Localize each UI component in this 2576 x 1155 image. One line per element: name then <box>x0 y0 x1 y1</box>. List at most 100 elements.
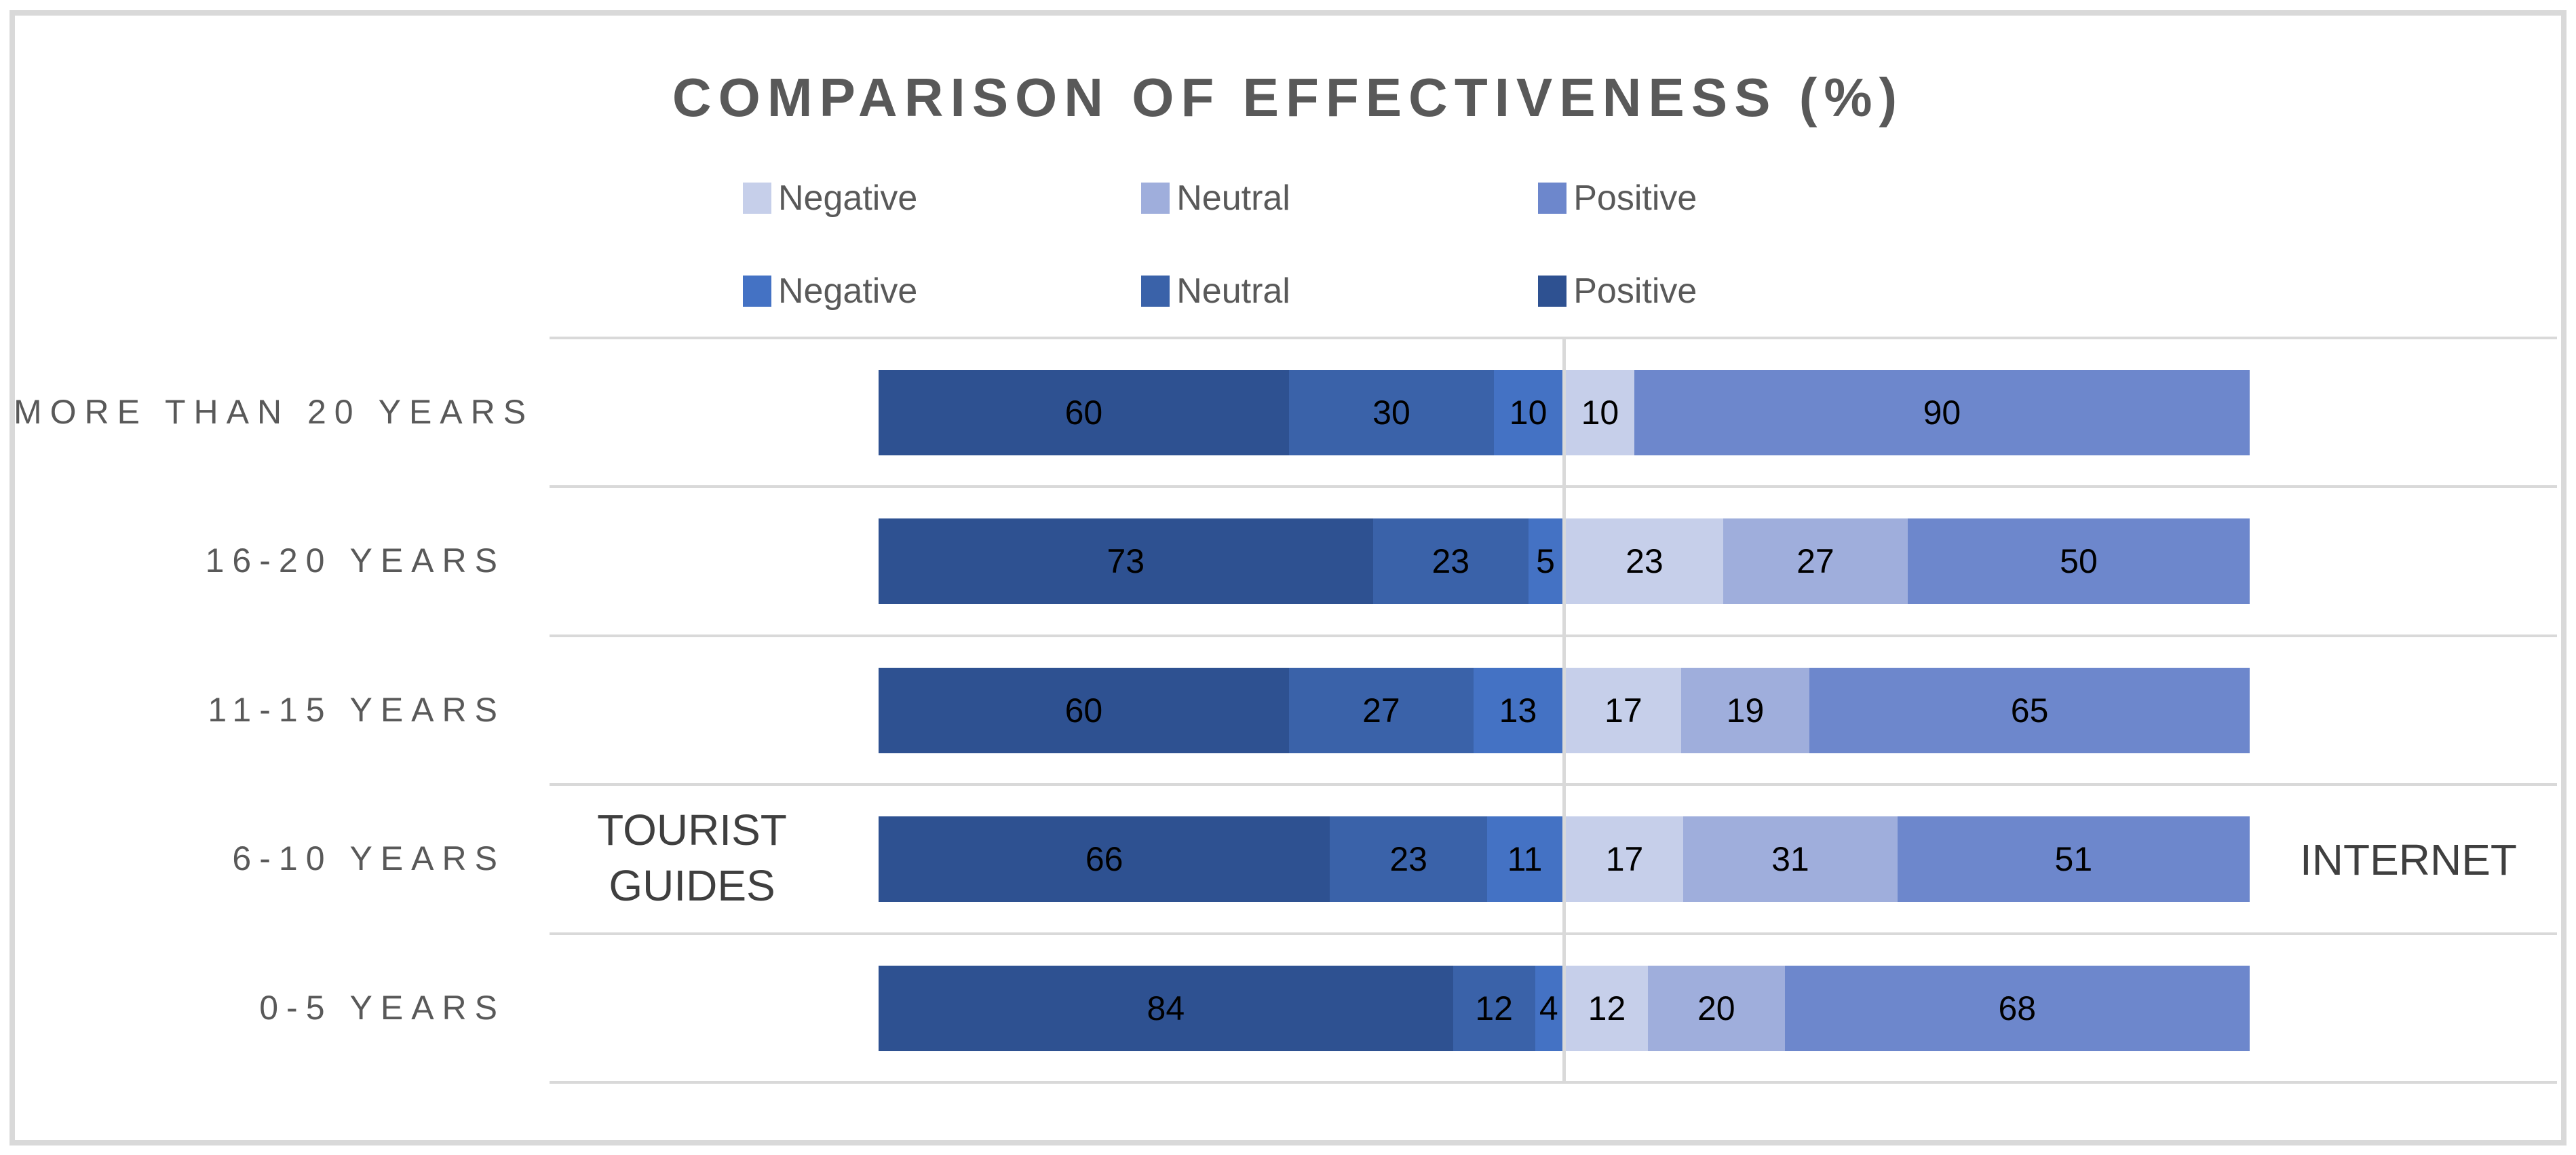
legend-item: Positive <box>1538 178 1711 219</box>
bar-segment-internet: 19 <box>1680 667 1810 753</box>
legend-swatch <box>1141 276 1170 307</box>
data-label: 4 <box>1539 989 1558 1027</box>
data-label: 60 <box>1064 691 1103 730</box>
gridline-horizontal <box>550 783 2557 787</box>
left-axis-title-line1: TOURIST <box>597 806 787 854</box>
category-row: 11-15 YEARS 60 27 13 17 19 65 <box>0 636 2576 784</box>
legend-swatch <box>743 276 771 307</box>
bar-segment-tourist-guides: 66 <box>879 816 1330 903</box>
data-label: 66 <box>1085 840 1123 879</box>
tourist-guides-bar: 60 30 10 <box>879 370 1562 455</box>
bar-segment-internet: 17 <box>1566 667 1681 753</box>
gridline-horizontal <box>550 1081 2557 1084</box>
bar-segment-tourist-guides: 84 <box>879 965 1453 1051</box>
legend-item: Negative <box>743 178 917 219</box>
gridline-horizontal <box>550 932 2557 935</box>
tourist-guides-bar: 73 23 5 <box>879 518 1562 605</box>
chart-frame <box>9 10 2567 1145</box>
data-label: 51 <box>2054 840 2093 879</box>
legend-item: Negative <box>743 271 917 311</box>
data-label: 20 <box>1697 989 1735 1027</box>
bar-segment-internet: 51 <box>1897 816 2250 903</box>
gridline-horizontal <box>550 634 2557 637</box>
data-label: 60 <box>1064 394 1103 432</box>
internet-bar: 17 19 65 <box>1566 667 2250 753</box>
bar-segment-internet: 20 <box>1647 965 1785 1051</box>
data-label: 17 <box>1604 691 1642 730</box>
bar-segment-tourist-guides: 4 <box>1535 965 1562 1051</box>
tourist-guides-bar: 60 27 13 <box>879 667 1562 753</box>
data-label: 23 <box>1626 542 1664 581</box>
bar-segment-internet: 27 <box>1723 518 1908 605</box>
data-label: 5 <box>1536 542 1555 581</box>
bar-segment-internet: 31 <box>1683 816 1898 903</box>
legend-label: Positive <box>1573 271 1697 311</box>
legend-item: Neutral <box>1141 271 1314 311</box>
legend-label: Negative <box>778 178 918 218</box>
right-axis-title: INTERNET <box>2300 835 2517 884</box>
left-axis-title: TOURIST GUIDES <box>543 802 841 913</box>
legend-swatch <box>1141 183 1170 214</box>
legend-swatch <box>743 183 771 214</box>
bar-segment-internet: 23 <box>1566 518 1723 605</box>
category-row: 6-10 YEARS 66 23 11 17 31 51 <box>0 784 2576 933</box>
data-label: 10 <box>1509 394 1547 432</box>
legend-swatch <box>1538 276 1567 307</box>
bar-segment-internet: 90 <box>1634 370 2250 455</box>
legend-label: Neutral <box>1176 178 1290 218</box>
data-label: 10 <box>1581 394 1619 432</box>
category-label: 0-5 YEARS <box>259 988 505 1027</box>
bar-segment-tourist-guides: 13 <box>1473 667 1562 753</box>
data-label: 31 <box>1771 840 1809 879</box>
legend-swatch <box>1538 183 1567 214</box>
data-label: 12 <box>1475 989 1513 1027</box>
category-label: MORE THAN 20 YEARS <box>14 393 535 431</box>
bar-segment-tourist-guides: 73 <box>879 518 1373 605</box>
category-label: 16-20 YEARS <box>205 542 505 580</box>
bar-segment-tourist-guides: 30 <box>1288 370 1495 455</box>
bar-segment-tourist-guides: 23 <box>1330 816 1488 903</box>
data-label: 23 <box>1431 542 1470 581</box>
category-label: 11-15 YEARS <box>208 690 505 729</box>
legend-label: Negative <box>778 271 918 311</box>
bar-segment-internet: 65 <box>1809 667 2250 753</box>
legend-item: Neutral <box>1141 178 1314 219</box>
bar-segment-tourist-guides: 27 <box>1288 667 1474 753</box>
bar-segment-tourist-guides: 12 <box>1453 965 1535 1051</box>
data-label: 84 <box>1147 989 1185 1027</box>
internet-bar: 17 31 51 <box>1566 816 2250 903</box>
data-label: 19 <box>1726 691 1765 730</box>
bar-segment-tourist-guides: 10 <box>1494 370 1562 455</box>
data-label: 13 <box>1499 691 1537 730</box>
data-label: 12 <box>1588 989 1626 1027</box>
category-row: 16-20 YEARS 73 23 5 23 27 50 <box>0 487 2576 635</box>
left-axis-title-line2: GUIDES <box>609 861 775 910</box>
data-label: 27 <box>1362 691 1400 730</box>
category-row: MORE THAN 20 YEARS 60 30 10 10 90 <box>0 338 2576 487</box>
gridline-horizontal <box>550 485 2557 489</box>
bar-segment-internet: 17 <box>1566 816 1684 903</box>
data-label: 11 <box>1507 840 1543 879</box>
gridline-vertical-center <box>1562 338 1566 1082</box>
internet-bar: 10 90 <box>1566 370 2250 455</box>
data-label: 65 <box>2010 691 2049 730</box>
bar-segment-tourist-guides: 23 <box>1372 518 1529 605</box>
data-label: 73 <box>1107 542 1145 581</box>
legend-label: Positive <box>1573 178 1697 218</box>
legend-row-internet: Negative Neutral Positive <box>743 178 1711 219</box>
chart-title: COMPARISON OF EFFECTIVENESS (%) <box>672 67 1904 128</box>
bar-segment-tourist-guides: 60 <box>879 667 1289 753</box>
legend-item: Positive <box>1538 271 1711 311</box>
data-label: 17 <box>1605 840 1644 879</box>
bar-segment-internet: 10 <box>1566 370 1634 455</box>
internet-bar: 23 27 50 <box>1566 518 2250 605</box>
data-label: 23 <box>1389 840 1427 879</box>
data-label: 68 <box>1998 989 2037 1027</box>
data-label: 30 <box>1372 394 1410 432</box>
gridline-horizontal <box>550 337 2557 339</box>
data-label: 27 <box>1796 542 1834 581</box>
bar-segment-internet: 68 <box>1784 965 2250 1051</box>
internet-bar: 12 20 68 <box>1566 965 2250 1051</box>
data-label: 90 <box>1923 394 1961 432</box>
